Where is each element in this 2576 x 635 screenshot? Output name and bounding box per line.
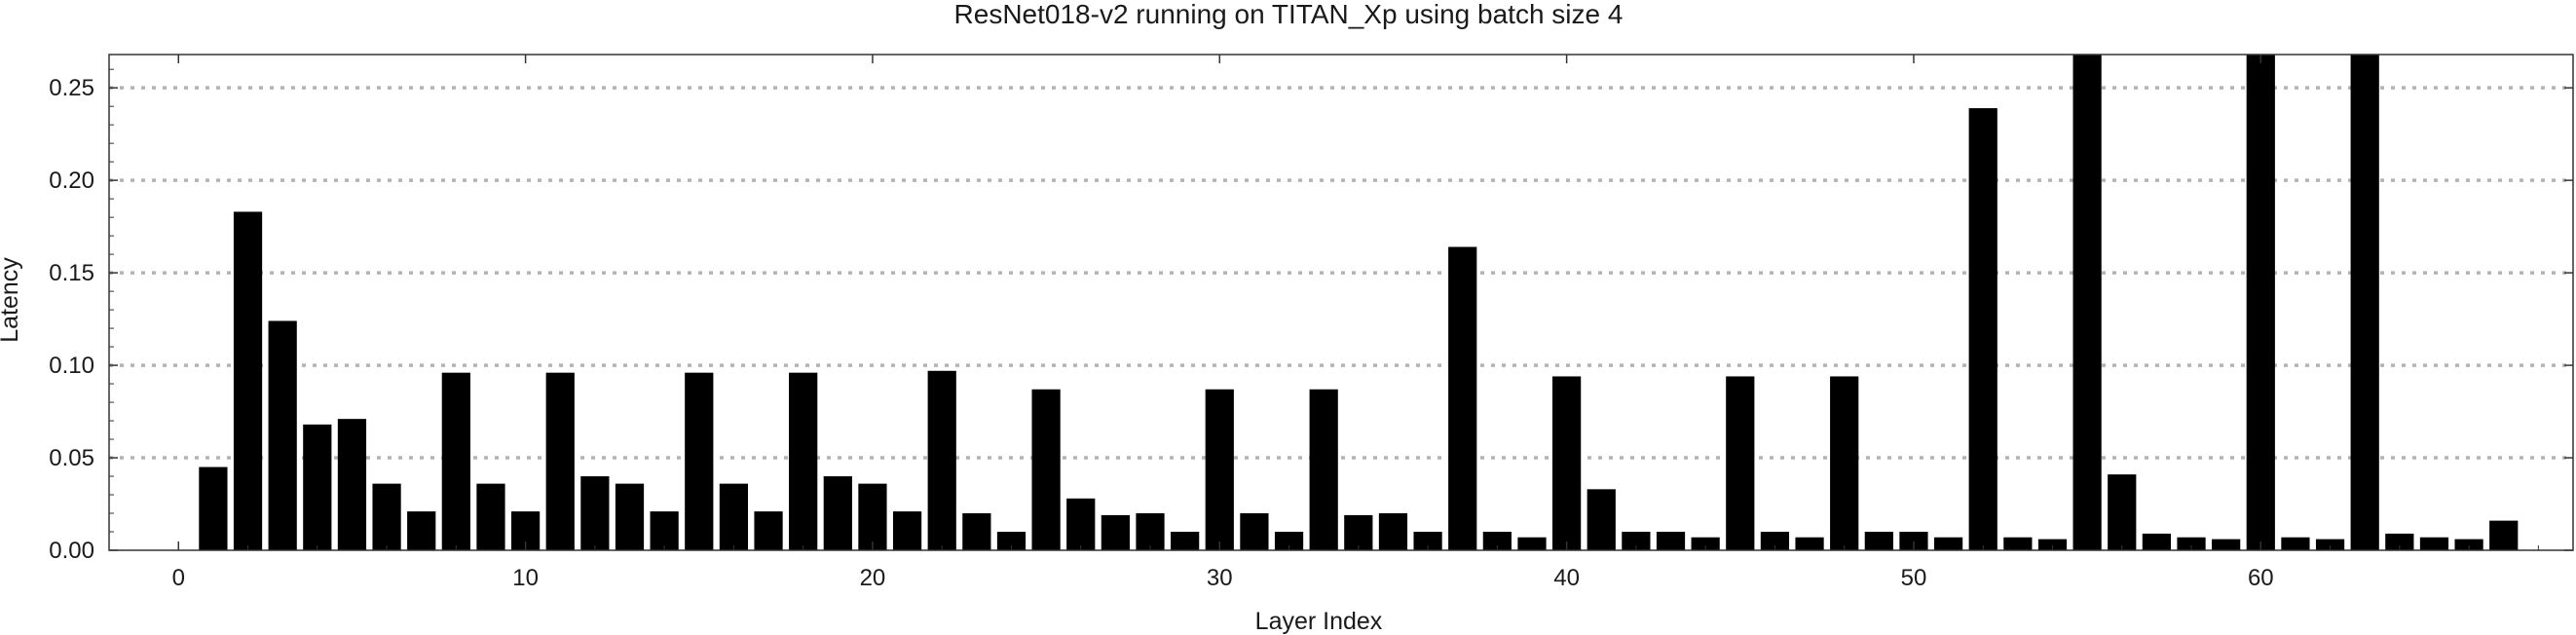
- bar: [1899, 532, 1928, 550]
- bar: [1136, 513, 1165, 550]
- x-tick-label: 0: [172, 565, 185, 591]
- y-tick-label: 0.25: [49, 75, 94, 101]
- bar: [2108, 474, 2137, 550]
- x-tick-label: 50: [1901, 565, 1927, 591]
- bar: [1691, 537, 1720, 550]
- bar: [580, 476, 610, 550]
- bar: [2419, 537, 2449, 550]
- bar: [268, 320, 297, 550]
- x-tick-label: 20: [860, 565, 886, 591]
- bar: [1309, 389, 1338, 550]
- bar: [2212, 539, 2241, 550]
- bar: [476, 483, 505, 550]
- bar: [1760, 532, 1790, 550]
- bar: [858, 483, 887, 550]
- bar: [823, 476, 852, 550]
- y-axis-ticks: 0.00 0.05 0.10 0.15 0.20 0.25: [49, 68, 2573, 564]
- x-tick-label: 40: [1553, 565, 1580, 591]
- bar: [1552, 376, 1582, 550]
- bar: [545, 372, 575, 550]
- plot-frame: [108, 54, 2574, 551]
- y-tick-label: 0.05: [49, 445, 94, 471]
- bar: [1031, 389, 1061, 550]
- bars: [199, 55, 2519, 550]
- bar: [1726, 376, 1755, 550]
- bar: [650, 511, 679, 550]
- bar: [2454, 539, 2483, 550]
- bar: [2315, 539, 2345, 550]
- bar: [1205, 389, 1234, 550]
- bar: [441, 372, 470, 550]
- bar: [337, 419, 367, 550]
- bar: [789, 372, 818, 550]
- bar: [615, 483, 645, 550]
- bar: [1448, 246, 1477, 550]
- bar: [2037, 539, 2068, 550]
- bar: [927, 370, 956, 550]
- bar: [2072, 55, 2102, 550]
- x-tick-label: 30: [1207, 565, 1233, 591]
- bar: [2489, 520, 2519, 550]
- bar: [1622, 532, 1651, 550]
- bar: [407, 511, 436, 550]
- bar: [2142, 533, 2172, 550]
- bar: [1864, 532, 1893, 550]
- bar: [1968, 108, 1997, 550]
- bar: [2246, 55, 2275, 550]
- bar: [962, 513, 991, 550]
- bar: [233, 211, 263, 550]
- bar: [1656, 532, 1686, 550]
- bar: [1795, 537, 1824, 550]
- y-tick-label: 0.15: [49, 260, 94, 286]
- bar: [2350, 55, 2379, 550]
- grid-lines: [109, 86, 2573, 460]
- x-tick-label: 60: [2248, 565, 2274, 591]
- bar: [685, 372, 714, 550]
- bar: [1587, 489, 1616, 550]
- bar: [1933, 537, 1963, 550]
- x-axis-title: Layer Index: [1255, 608, 1383, 635]
- x-tick-label: 10: [512, 565, 539, 591]
- bar: [1517, 537, 1547, 550]
- bar: [1830, 376, 1859, 550]
- bar: [1171, 532, 1200, 550]
- bar: [1240, 513, 1269, 550]
- bar: [303, 424, 332, 550]
- bar: [2385, 533, 2414, 550]
- bar: [892, 511, 922, 550]
- chart-title: ResNet018-v2 running on TITAN_Xp using b…: [954, 0, 1624, 29]
- bar: [754, 511, 783, 550]
- bar: [719, 483, 749, 550]
- bar: [199, 467, 228, 550]
- y-axis-title: Latency: [0, 257, 23, 343]
- bar: [1482, 532, 1512, 550]
- y-tick-label: 0.00: [49, 538, 94, 564]
- bar: [2003, 537, 2033, 550]
- bar: [996, 532, 1027, 550]
- bar: [1413, 532, 1442, 550]
- y-tick-label: 0.20: [49, 168, 94, 194]
- bar: [2177, 537, 2206, 550]
- y-tick-label: 0.10: [49, 353, 94, 379]
- x-axis-ticks: 0 10 20 30 40 50 60: [108, 55, 2539, 591]
- bar: [1274, 532, 1304, 550]
- bar: [2281, 537, 2310, 550]
- bar: [1066, 498, 1096, 550]
- bar: [1378, 513, 1408, 550]
- bar: [1101, 514, 1130, 550]
- bar: [1344, 514, 1373, 550]
- bar: [372, 483, 401, 550]
